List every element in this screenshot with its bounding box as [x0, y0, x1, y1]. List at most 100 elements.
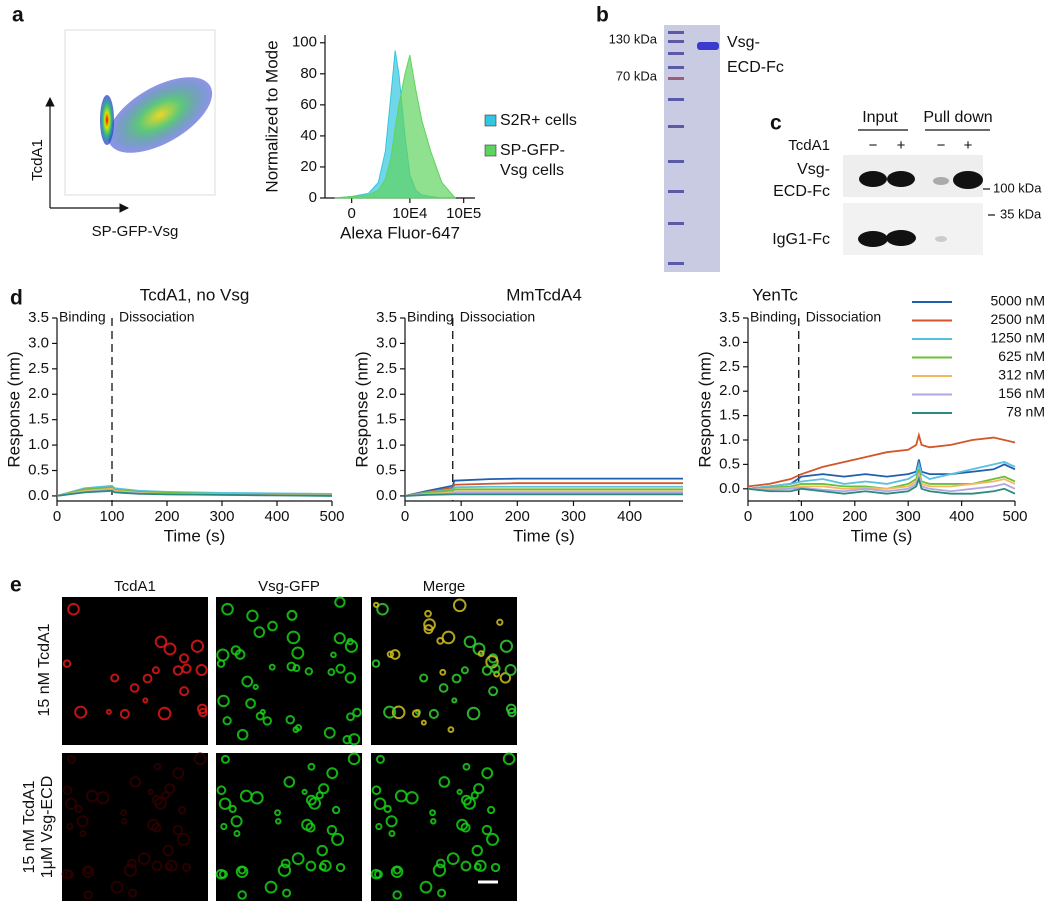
cell [163, 642, 177, 656]
x-tick-label: 200 [842, 508, 867, 525]
blot-bands [858, 171, 983, 247]
blot-row-label: Vsg- [797, 161, 830, 178]
x-tick-label: 500 [319, 508, 344, 525]
cell [333, 632, 346, 645]
cell [471, 844, 483, 857]
cell [308, 796, 321, 810]
annotation: Binding [407, 309, 454, 325]
cell [451, 673, 462, 684]
cell [121, 818, 128, 825]
cell [318, 862, 327, 871]
x-tick-label: 10E4 [392, 205, 427, 222]
y-tick-label: 2.5 [28, 360, 49, 377]
cell [64, 869, 74, 879]
response-line [747, 431, 1016, 488]
cell [147, 788, 154, 796]
cell [220, 822, 228, 831]
cell [394, 789, 408, 803]
x-label: Time (s) [164, 526, 226, 545]
cell [262, 716, 273, 726]
legend-label: 5000 nM [991, 293, 1045, 309]
y-tick-label: 3.5 [28, 309, 49, 326]
lane: − [937, 137, 946, 154]
x-label: SP-GFP-Vsg [92, 223, 179, 240]
gel-marker: 70 kDa [616, 68, 658, 83]
panel-label: a [12, 4, 24, 27]
cell [280, 858, 291, 869]
cell [292, 664, 301, 673]
response-line [56, 484, 333, 497]
cell [502, 752, 516, 766]
y-label: Response (nm) [352, 351, 371, 467]
cell [126, 858, 137, 869]
cell [435, 858, 446, 869]
cell [76, 815, 89, 828]
cell [376, 602, 389, 616]
y-tick-label: 0.5 [376, 461, 397, 478]
cell [220, 754, 230, 764]
cell [217, 694, 230, 708]
cell [110, 880, 124, 894]
response-line [404, 493, 683, 497]
cell [389, 649, 401, 660]
cell [172, 767, 185, 780]
x-tick-label: 10E5 [446, 205, 481, 222]
x-tick-label: 0 [53, 508, 61, 525]
cell [241, 675, 254, 688]
cell [236, 728, 249, 741]
cell [164, 783, 176, 795]
legend-label: SP-GFP-Vsg cells [500, 142, 565, 179]
cell [462, 762, 471, 771]
micro-row: 15 nM TcdA1 [36, 623, 53, 716]
cell [386, 650, 395, 659]
cell [153, 762, 162, 771]
cell [218, 797, 232, 810]
cell [477, 650, 485, 657]
cell [151, 666, 160, 675]
cell [291, 646, 305, 660]
cell [441, 630, 456, 645]
response-line [56, 489, 333, 497]
cell [371, 785, 382, 796]
x-tick-label: 400 [617, 508, 642, 525]
cell [430, 818, 437, 825]
y-tick-label: 80 [300, 65, 317, 82]
blot-row-label: IgG1-Fc [772, 231, 830, 248]
cell [344, 672, 357, 684]
cell [151, 860, 163, 872]
x-tick-label: 200 [505, 508, 530, 525]
cell [157, 706, 172, 721]
y-tick-label: 2.0 [376, 385, 397, 402]
cell [154, 796, 167, 810]
cell [129, 683, 140, 693]
cell [463, 796, 476, 810]
y-tick-label: 2.0 [719, 382, 740, 399]
y-tick-label: 20 [300, 158, 317, 175]
cell [196, 703, 208, 715]
cell [172, 665, 184, 676]
panel-label: c [770, 112, 782, 135]
cell [371, 659, 381, 668]
cell [274, 809, 281, 817]
gel [664, 25, 720, 272]
cell [375, 754, 385, 764]
cell [237, 866, 247, 875]
response-line [404, 488, 683, 497]
micro-column: TcdA1 [114, 578, 156, 595]
cell [370, 868, 382, 880]
cell [438, 683, 449, 693]
cell [216, 785, 227, 796]
y-tick-label: 0.0 [719, 480, 740, 497]
cell [177, 805, 187, 815]
cell [282, 888, 292, 898]
cell [286, 661, 297, 672]
x-label: Time (s) [513, 526, 575, 545]
cell [228, 804, 237, 814]
chart-title: TcdA1, no Vsg [140, 285, 250, 304]
cell [488, 686, 499, 697]
y-tick-label: 3.0 [719, 333, 740, 350]
cell [230, 645, 242, 656]
cell [195, 663, 208, 677]
cell [233, 829, 241, 837]
